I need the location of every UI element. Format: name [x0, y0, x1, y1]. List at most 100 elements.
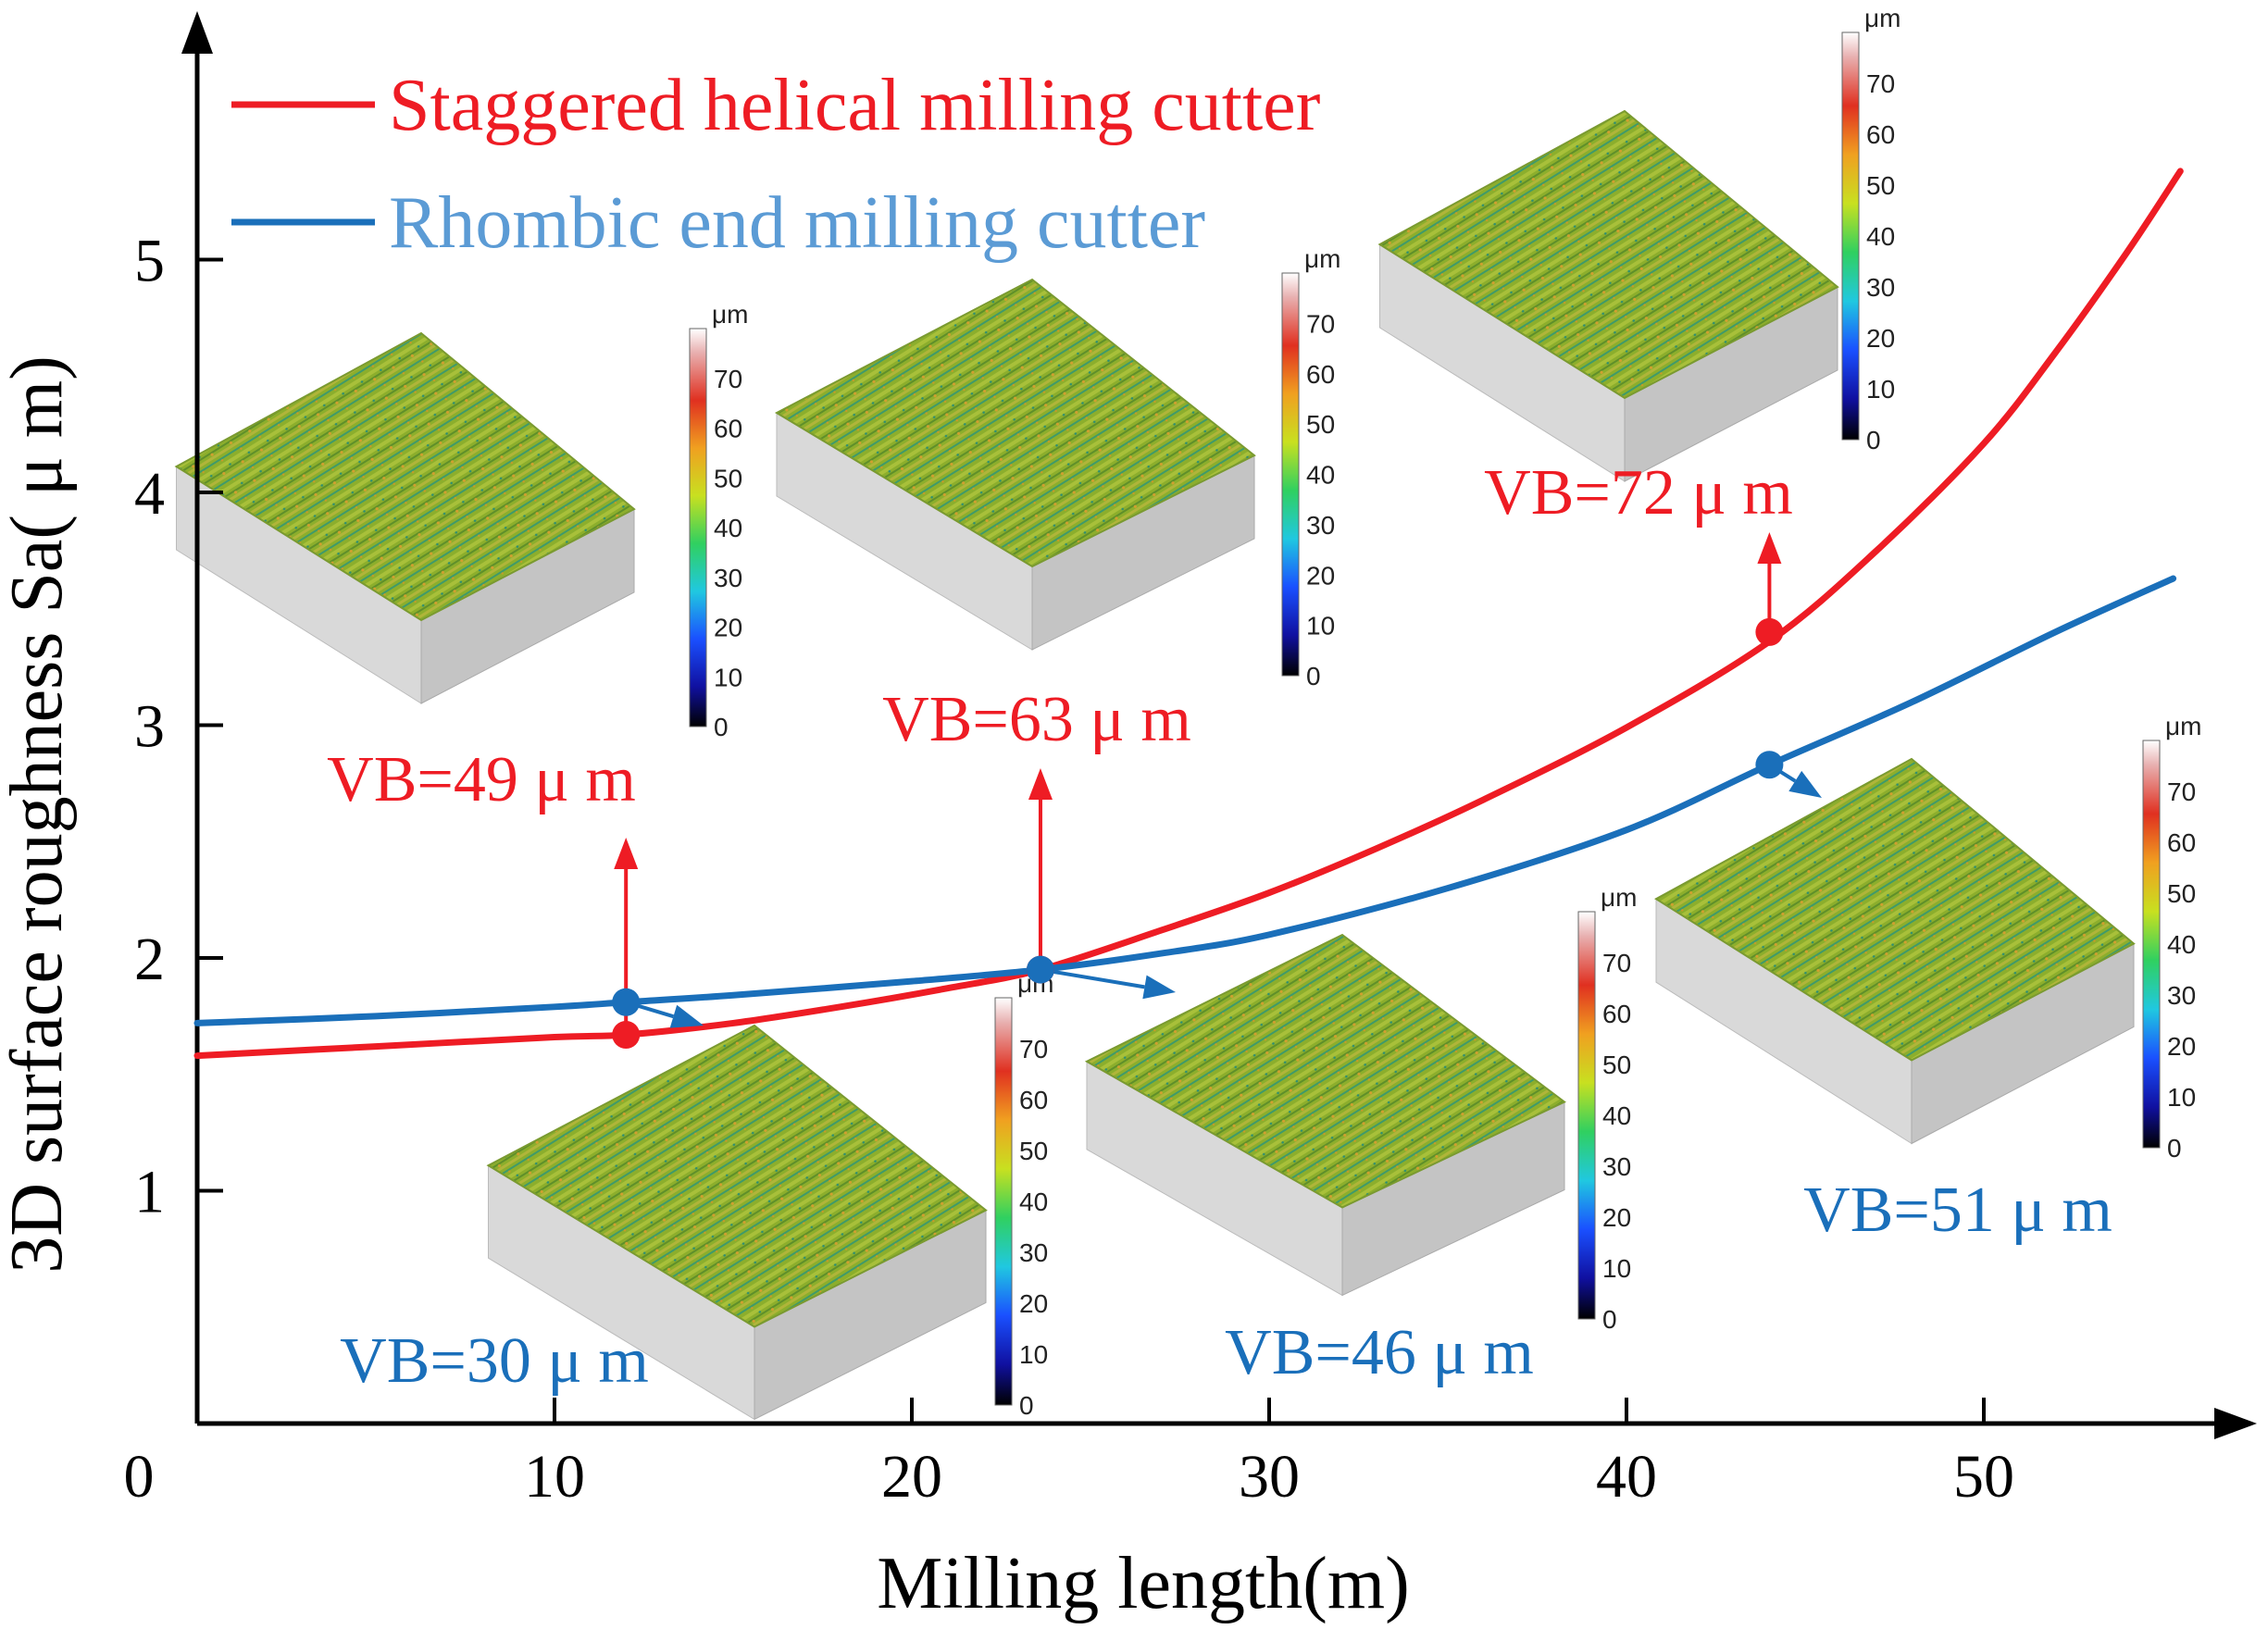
arrow-head	[669, 1004, 704, 1028]
colorbar-tick: 30	[1019, 1238, 1048, 1267]
x-tick-label: 10	[524, 1443, 585, 1511]
colorbar-tick: 0	[1602, 1305, 1617, 1334]
origin-label: 0	[124, 1443, 155, 1511]
staggered-vb-arrow	[1757, 532, 1782, 632]
arrow-head	[614, 838, 639, 869]
arrow-head	[1788, 770, 1822, 798]
staggered-marker	[1755, 617, 1784, 646]
y-tick-label: 5	[134, 228, 165, 295]
colorbar-tick: 60	[1306, 360, 1335, 389]
colorbar-tick: 60	[1602, 1000, 1631, 1028]
colorbar	[689, 328, 707, 727]
surface-top	[1377, 109, 1839, 400]
colorbar-tick: 60	[2167, 828, 2196, 857]
staggered-vb-label: VB=63 μ m	[882, 684, 1191, 755]
colorbar-tick: 30	[1602, 1152, 1631, 1181]
colorbar	[1281, 272, 1300, 677]
x-axis-label: Milling length(m)	[877, 1543, 1410, 1624]
rhombic-marker	[1026, 955, 1054, 984]
colorbar-unit: μm	[1304, 244, 1340, 273]
staggered-vb-arrow	[1028, 768, 1053, 970]
colorbar-tick: 70	[2167, 777, 2196, 806]
rhombic-vb-label: VB=46 μ m	[1225, 1317, 1534, 1388]
y-tick-label: 2	[134, 926, 165, 993]
colorbar-unit: μm	[1601, 883, 1637, 912]
y-tick-label: 3	[134, 693, 165, 761]
colorbar-tick: 0	[1306, 662, 1321, 690]
colorbar-tick: 50	[1602, 1051, 1631, 1079]
colorbar-tick: 50	[2167, 879, 2196, 908]
arrow-shaft	[1040, 967, 1145, 989]
surface-top	[1084, 933, 1566, 1209]
x-tick-label: 30	[1239, 1443, 1300, 1511]
colorbar-tick: 30	[1306, 511, 1335, 540]
colorbar-tick: 60	[1866, 120, 1895, 149]
colorbar-tick: 50	[1019, 1137, 1048, 1165]
colorbar-tick: 70	[1306, 309, 1335, 338]
colorbar-unit: μm	[2165, 712, 2201, 740]
colorbar-tick: 10	[1306, 612, 1335, 640]
staggered-vb-label: VB=49 μ m	[327, 744, 636, 815]
colorbar-tick: 30	[714, 564, 742, 592]
colorbar-tick: 70	[1602, 949, 1631, 977]
colorbar-tick: 40	[714, 514, 742, 542]
colorbar	[994, 997, 1013, 1406]
arrow-head	[1028, 768, 1053, 800]
colorbar-tick: 40	[1306, 461, 1335, 490]
y-axis-label: 3D surface roughness Sa( μ m)	[0, 355, 78, 1274]
colorbar-tick: 70	[1019, 1035, 1048, 1063]
surface-inset: μm 70 60 50 40 30 20 10 0	[774, 244, 1340, 690]
colorbar-tick: 20	[1866, 324, 1895, 353]
rhombic-series-line	[193, 575, 2177, 1026]
colorbar-tick: 10	[2167, 1083, 2196, 1112]
colorbar-unit: μm	[1864, 4, 1900, 32]
colorbar-tick: 70	[714, 365, 742, 393]
colorbar-tick: 20	[1306, 561, 1335, 590]
colorbar-tick: 30	[2167, 981, 2196, 1010]
staggered-marker	[612, 1020, 641, 1049]
colorbar-tick: 50	[1306, 410, 1335, 439]
y-axis-arrowhead	[181, 11, 213, 54]
colorbar-tick: 60	[1019, 1086, 1048, 1114]
x-tick-label: 20	[881, 1443, 942, 1511]
colorbar-tick: 10	[1866, 375, 1895, 404]
rhombic-marker	[1755, 751, 1784, 779]
y-tick-label: 1	[134, 1159, 165, 1226]
rhombic-vb-label: VB=51 μ m	[1803, 1175, 2112, 1246]
rhombic-vb-arrow	[1040, 967, 1176, 1000]
surface-top	[486, 1024, 988, 1328]
colorbar-tick: 20	[2167, 1032, 2196, 1061]
colorbar-tick: 20	[1019, 1289, 1048, 1318]
surface-top	[1654, 757, 2136, 1062]
colorbar-tick: 50	[1866, 171, 1895, 200]
rhombic-vb-label: VB=30 μ m	[340, 1325, 649, 1397]
colorbar-tick: 70	[1866, 69, 1895, 98]
colorbar-tick: 10	[714, 663, 742, 691]
colorbar-tick: 0	[1866, 426, 1881, 454]
colorbar-tick: 40	[1019, 1188, 1048, 1216]
colorbar-tick: 20	[714, 614, 742, 642]
colorbar-tick: 50	[714, 464, 742, 492]
x-tick-label: 40	[1596, 1443, 1657, 1511]
colorbar-tick: 10	[1019, 1340, 1048, 1369]
y-tick-label: 4	[134, 460, 165, 528]
colorbar-tick: 10	[1602, 1254, 1631, 1283]
colorbar-tick: 60	[714, 415, 742, 443]
colorbar-tick: 40	[1602, 1101, 1631, 1130]
colorbar-tick: 30	[1866, 273, 1895, 302]
colorbar	[2142, 740, 2161, 1149]
colorbar	[1577, 911, 1596, 1320]
surface-top	[174, 331, 636, 622]
x-tick-label: 50	[1953, 1443, 2014, 1511]
surface-top	[774, 278, 1256, 568]
rhombic-marker	[612, 988, 641, 1016]
arrow-head	[1757, 532, 1782, 564]
colorbar-tick: 0	[1019, 1391, 1034, 1420]
x-axis-arrowhead	[2214, 1408, 2257, 1439]
